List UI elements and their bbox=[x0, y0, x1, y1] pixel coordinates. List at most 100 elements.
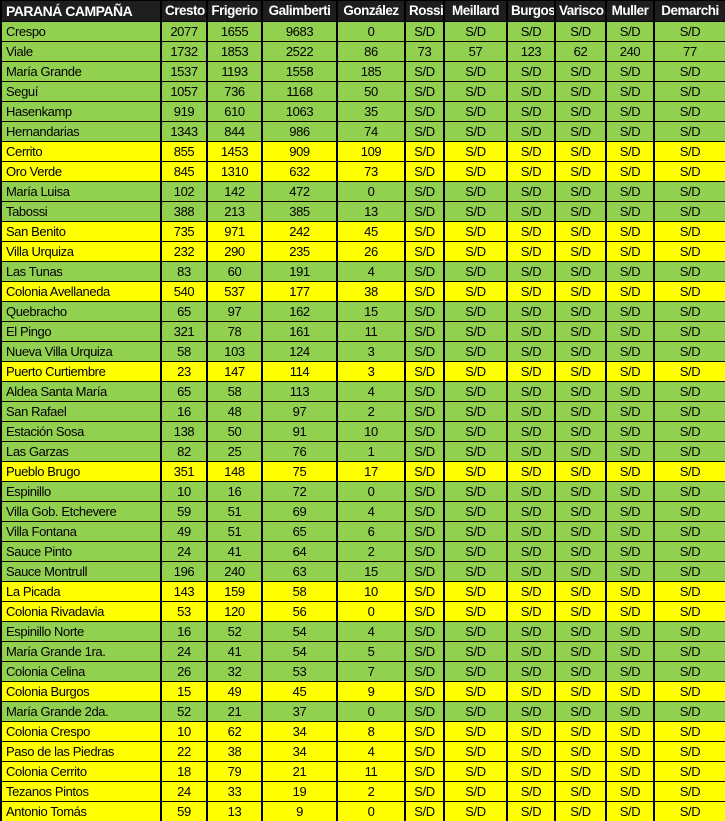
data-cell: 120 bbox=[206, 601, 263, 622]
data-cell: S/D bbox=[554, 461, 607, 482]
table-row: Tabossi 388 213 385 13 S/D S/D S/D S/D S/D S/D bbox=[0, 201, 725, 222]
data-cell: S/D bbox=[653, 741, 725, 762]
data-cell: 102 bbox=[160, 181, 208, 202]
data-cell: S/D bbox=[443, 561, 508, 582]
data-cell: 1537 bbox=[160, 61, 208, 82]
data-cell: S/D bbox=[605, 21, 655, 42]
data-cell: 3 bbox=[336, 341, 406, 362]
data-cell: S/D bbox=[653, 501, 725, 522]
data-cell: S/D bbox=[653, 541, 725, 562]
table-row: Las Tunas 83 60 191 4 S/D S/D S/D S/D S/D S/D bbox=[0, 261, 725, 282]
data-cell: S/D bbox=[443, 361, 508, 382]
table-row: Colonia Celina 26 32 53 7 S/D S/D S/D S/D S/D S/D bbox=[0, 661, 725, 682]
data-cell: S/D bbox=[443, 441, 508, 462]
data-cell: 51 bbox=[206, 501, 263, 522]
data-cell: 52 bbox=[160, 701, 208, 722]
data-cell: 3 bbox=[336, 361, 406, 382]
table-row: Colonia Cerrito 18 79 21 11 S/D S/D S/D S/D S/D S/… bbox=[0, 761, 725, 782]
data-cell: 1168 bbox=[261, 81, 338, 102]
data-cell: S/D bbox=[404, 481, 445, 502]
data-cell: 1655 bbox=[206, 21, 263, 42]
data-cell: S/D bbox=[443, 341, 508, 362]
data-cell: 2 bbox=[336, 401, 406, 422]
table-row: San Benito 735 971 242 45 S/D S/D S/D S/D S/D S/D bbox=[0, 221, 725, 242]
data-cell: S/D bbox=[506, 701, 556, 722]
row-label: Pueblo Brugo bbox=[0, 461, 162, 482]
data-cell: S/D bbox=[554, 21, 607, 42]
row-label: Hasenkamp bbox=[0, 101, 162, 122]
data-cell: S/D bbox=[506, 721, 556, 742]
row-label: María Grande 2da. bbox=[0, 701, 162, 722]
data-cell: S/D bbox=[404, 281, 445, 302]
table-row: Colonia Avellaneda 540 537 177 38 S/D S/D S/D S/… bbox=[0, 281, 725, 302]
data-cell: 73 bbox=[336, 161, 406, 182]
data-cell: S/D bbox=[443, 321, 508, 342]
data-cell: S/D bbox=[554, 121, 607, 142]
data-cell: S/D bbox=[443, 381, 508, 402]
data-cell: S/D bbox=[443, 581, 508, 602]
data-cell: 909 bbox=[261, 141, 338, 162]
data-cell: S/D bbox=[605, 421, 655, 442]
data-cell: 240 bbox=[605, 41, 655, 62]
data-cell: S/D bbox=[605, 741, 655, 762]
data-cell: S/D bbox=[554, 161, 607, 182]
data-cell: 17 bbox=[336, 461, 406, 482]
data-cell: S/D bbox=[653, 341, 725, 362]
data-cell: S/D bbox=[605, 221, 655, 242]
data-cell: S/D bbox=[506, 521, 556, 542]
data-cell: S/D bbox=[443, 601, 508, 622]
data-cell: 16 bbox=[206, 481, 263, 502]
data-cell: S/D bbox=[404, 321, 445, 342]
data-cell: S/D bbox=[554, 301, 607, 322]
data-cell: S/D bbox=[506, 761, 556, 782]
data-cell: 4 bbox=[336, 381, 406, 402]
data-cell: S/D bbox=[653, 721, 725, 742]
column-header-cresto: Cresto bbox=[160, 0, 208, 22]
row-label: Colonia Burgos bbox=[0, 681, 162, 702]
data-cell: 54 bbox=[261, 641, 338, 662]
data-cell: S/D bbox=[653, 621, 725, 642]
data-cell: 62 bbox=[554, 41, 607, 62]
data-cell: S/D bbox=[404, 661, 445, 682]
data-cell: 97 bbox=[206, 301, 263, 322]
data-cell: S/D bbox=[404, 621, 445, 642]
row-label: San Benito bbox=[0, 221, 162, 242]
data-cell: S/D bbox=[404, 21, 445, 42]
data-cell: S/D bbox=[653, 661, 725, 682]
row-label: Tezanos Pintos bbox=[0, 781, 162, 802]
data-cell: 86 bbox=[336, 41, 406, 62]
data-cell: 0 bbox=[336, 701, 406, 722]
data-cell: S/D bbox=[443, 301, 508, 322]
table-row: Hernandarias 1343 844 986 74 S/D S/D S/D S/D S/D S… bbox=[0, 121, 725, 142]
table-body: Crespo 2077 1655 9683 0 S/D S/D S/D S/D S/D S/D Via… bbox=[0, 21, 725, 821]
data-cell: S/D bbox=[404, 341, 445, 362]
data-cell: 59 bbox=[160, 801, 208, 821]
data-cell: 45 bbox=[336, 221, 406, 242]
header-row: PARANÁ CAMPAÑA Cresto Frigerio Galimbert… bbox=[0, 0, 725, 22]
data-cell: 6 bbox=[336, 521, 406, 542]
data-cell: 10 bbox=[160, 481, 208, 502]
data-cell: S/D bbox=[653, 241, 725, 262]
column-header-gonzalez: González bbox=[336, 0, 406, 22]
row-label: Colonia Rivadavia bbox=[0, 601, 162, 622]
data-cell: 18 bbox=[160, 761, 208, 782]
data-cell: S/D bbox=[653, 641, 725, 662]
data-cell: S/D bbox=[605, 241, 655, 262]
data-cell: S/D bbox=[554, 541, 607, 562]
data-cell: S/D bbox=[554, 781, 607, 802]
data-cell: S/D bbox=[605, 341, 655, 362]
data-cell: 51 bbox=[206, 521, 263, 542]
data-cell: 185 bbox=[336, 61, 406, 82]
data-cell: S/D bbox=[404, 501, 445, 522]
data-cell: S/D bbox=[404, 521, 445, 542]
data-cell: S/D bbox=[404, 161, 445, 182]
column-header-rossi: Rossi bbox=[404, 0, 445, 22]
data-cell: 736 bbox=[206, 81, 263, 102]
data-cell: S/D bbox=[506, 321, 556, 342]
data-cell: 610 bbox=[206, 101, 263, 122]
table-row: Oro Verde 845 1310 632 73 S/D S/D S/D S/D S/D S/D bbox=[0, 161, 725, 182]
data-cell: 986 bbox=[261, 121, 338, 142]
data-cell: 240 bbox=[206, 561, 263, 582]
data-cell: S/D bbox=[605, 521, 655, 542]
data-cell: S/D bbox=[653, 561, 725, 582]
